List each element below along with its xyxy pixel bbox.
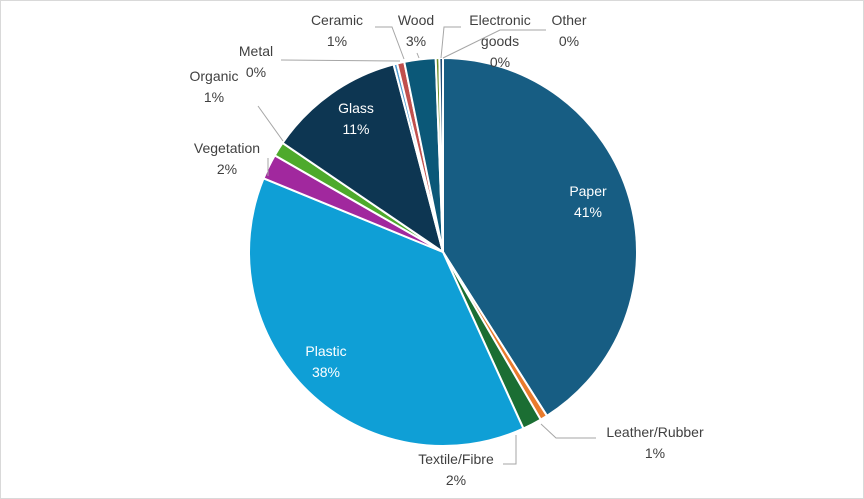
data-label-leather-rubber: Leather/Rubber 1% (606, 424, 704, 461)
data-label-electronic-goods: Electronic goods 0% (469, 12, 530, 70)
leader-line (503, 435, 517, 465)
leader-line (540, 423, 596, 439)
data-label-organic: Organic 1% (189, 68, 238, 105)
data-label-textile-fibre: Textile/Fibre 2% (418, 451, 494, 488)
leader-line (280, 59, 401, 62)
data-label-metal: Metal 0% (239, 43, 273, 80)
data-label-plastic: Plastic 38% (305, 343, 346, 380)
data-label-wood: Wood 3% (398, 12, 434, 49)
leader-line (416, 52, 420, 59)
pie-slice-glass[interactable] (281, 63, 445, 255)
leader-line (257, 105, 284, 142)
data-label-paper: Paper 41% (569, 183, 607, 220)
pie-slice-paper[interactable] (442, 56, 638, 418)
data-label-other: Other 0% (551, 12, 586, 49)
data-label-ceramic: Ceramic 1% (311, 12, 363, 49)
data-label-glass: Glass 11% (338, 100, 374, 137)
pie-slice-plastic[interactable] (248, 177, 525, 447)
leader-line (442, 29, 546, 59)
leader-line (375, 26, 405, 60)
data-label-vegetation: Vegetation 2% (194, 140, 260, 177)
leader-line (440, 26, 461, 59)
